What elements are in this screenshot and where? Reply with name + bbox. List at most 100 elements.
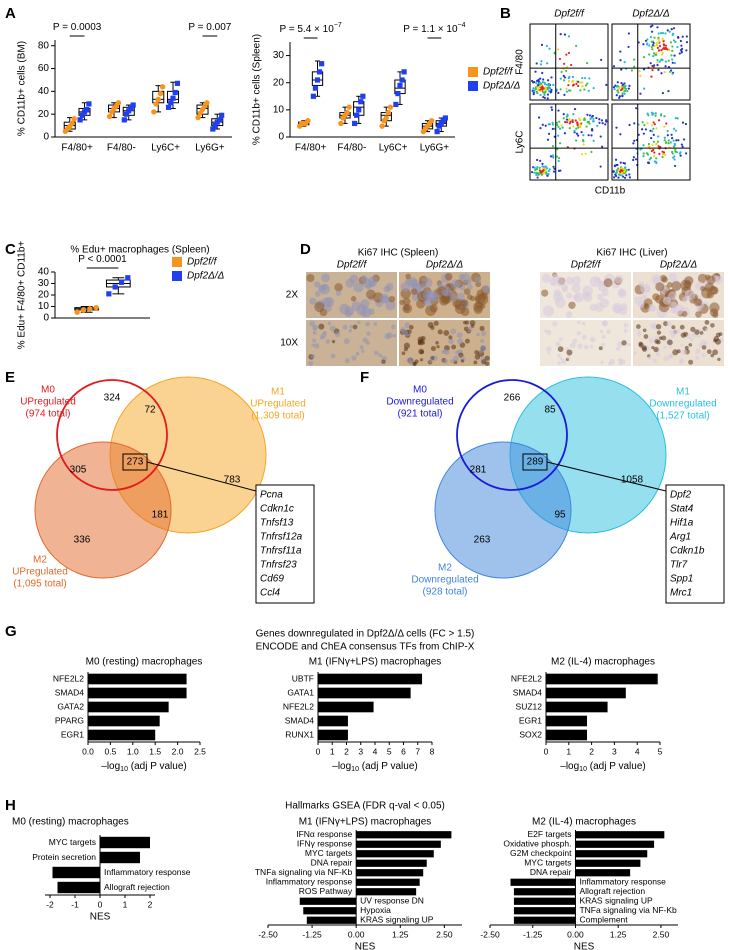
cell-dot	[565, 87, 568, 90]
cell-dot	[590, 150, 593, 154]
cell-dot	[685, 152, 688, 155]
data-point	[80, 307, 87, 313]
cell-dot	[565, 53, 568, 56]
cell-dot	[657, 119, 661, 122]
cell-dot	[601, 145, 604, 148]
bar	[546, 715, 588, 727]
data-point	[155, 96, 161, 103]
cell-dot	[628, 173, 631, 176]
cell-dot	[628, 84, 631, 87]
cell-dot	[565, 69, 568, 72]
cell-dot	[633, 122, 636, 125]
cell-dot	[674, 148, 677, 151]
cell-dot	[531, 89, 534, 92]
x-tick-label: 2.0	[172, 746, 184, 756]
ihc-stain	[566, 355, 571, 360]
chart-title: M2 (IL-4) macrophages	[551, 657, 655, 668]
cell-dot	[540, 60, 543, 63]
venn-set-label: M2	[33, 555, 47, 566]
x-axis-label-part: –log	[560, 761, 579, 772]
cell-dot	[644, 39, 648, 42]
cell-dot	[628, 176, 631, 179]
ihc-stain	[480, 345, 487, 351]
cell-dot	[537, 116, 541, 119]
cell-dot	[676, 45, 679, 49]
y-tick-label: 10	[38, 301, 50, 312]
bar	[546, 729, 588, 741]
group-title: Ki67 IHC (Liver)	[596, 248, 667, 259]
panel-label: A	[5, 5, 16, 22]
ihc-stain	[600, 360, 604, 365]
ihc-stain	[704, 282, 715, 293]
cell-dot	[548, 86, 551, 89]
gene-name: Tnfrsf23	[260, 560, 297, 571]
cell-dot	[642, 132, 645, 135]
cell-dot	[651, 24, 654, 27]
ihc-stain	[448, 335, 453, 340]
cell-dot	[654, 112, 657, 115]
cell-dot	[660, 58, 663, 61]
cell-dot	[556, 148, 559, 151]
cell-dot	[568, 122, 571, 125]
bar-label: Allograft rejection	[104, 882, 170, 892]
ihc-stain	[352, 324, 358, 330]
bar	[52, 866, 100, 879]
ihc-stain	[626, 342, 631, 347]
ihc-stain	[653, 346, 659, 353]
ihc-stain	[633, 351, 637, 356]
ihc-stain	[476, 332, 480, 337]
ihc-stain	[686, 334, 692, 339]
bar	[356, 850, 434, 858]
cell-dot	[588, 77, 591, 80]
ihc-stain	[410, 288, 418, 296]
bar-label: EGR1	[519, 715, 542, 725]
cell-dot	[541, 123, 544, 126]
ihc-stain	[663, 355, 670, 362]
venn-count: 263	[474, 535, 491, 546]
cell-dot	[559, 33, 562, 36]
cell-dot	[577, 84, 580, 88]
x-tick-label: 0.5	[104, 746, 116, 756]
cell-dot	[535, 90, 538, 94]
cell-dot	[681, 47, 684, 50]
ihc-stain	[589, 303, 597, 312]
ihc-stain	[430, 355, 435, 360]
cell-dot	[666, 129, 669, 133]
cell-dot	[632, 156, 636, 159]
cell-dot	[558, 120, 561, 123]
section-title: ENCODE and ChEA consensus TFs from ChIP-…	[256, 642, 475, 653]
cell-dot	[539, 63, 543, 66]
cell-dot	[573, 129, 576, 132]
x-tick-label: F4/80+	[295, 143, 327, 154]
cell-dot	[572, 113, 575, 116]
ihc-stain	[554, 297, 566, 308]
cell-dot	[548, 168, 551, 171]
cell-dot	[679, 39, 682, 43]
ihc-stain	[385, 282, 394, 291]
cell-dot	[536, 166, 539, 169]
cell-dot	[544, 90, 547, 94]
cell-dot	[585, 125, 588, 128]
cell-dot	[571, 119, 574, 122]
cell-dot	[623, 92, 626, 95]
bar-label: EGR1	[61, 729, 84, 739]
bar-label: MYC targets	[49, 837, 96, 847]
data-point	[428, 118, 435, 124]
cell-dot	[539, 77, 542, 80]
cell-dot	[616, 89, 619, 92]
ihc-stain	[409, 324, 414, 330]
venn-count: 281	[470, 465, 487, 476]
cell-dot	[567, 89, 571, 92]
cell-dot	[576, 121, 579, 125]
bar-label: TNFa signaling via NF-Kb	[255, 867, 353, 877]
x-axis-label: NES	[574, 942, 595, 950]
cell-dot	[573, 107, 577, 111]
cell-dot	[574, 119, 577, 122]
cell-dot	[543, 93, 546, 96]
bar	[356, 859, 427, 867]
ihc-stain	[417, 336, 424, 343]
p-value-text: P = 0.0003	[53, 22, 102, 33]
cell-dot	[536, 84, 540, 87]
cell-dot	[664, 153, 667, 157]
ihc-image	[540, 320, 631, 366]
